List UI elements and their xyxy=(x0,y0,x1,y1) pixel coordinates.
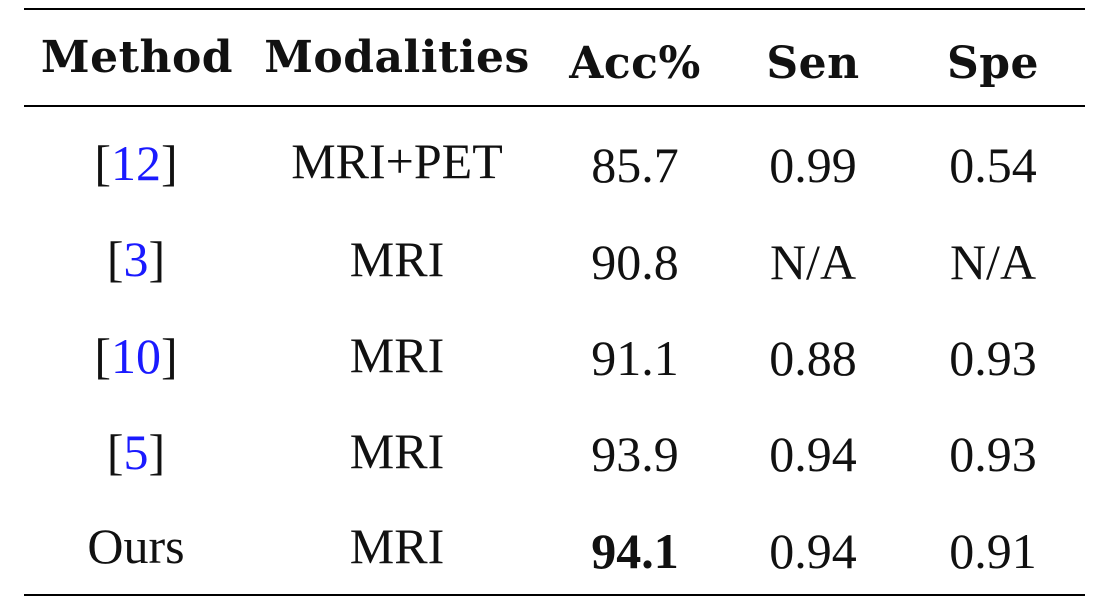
ref-bracket-open: [ xyxy=(106,231,124,287)
header-method: Method xyxy=(40,32,234,83)
table-row-4-sen: 0.94 xyxy=(769,426,857,482)
ref-bracket-close: ] xyxy=(161,328,178,384)
reference-link-12[interactable]: 12 xyxy=(111,135,161,191)
table-row-5-acc: 94.1 xyxy=(591,523,679,579)
table-row-1-method: [12] xyxy=(94,138,177,188)
reference-link-5[interactable]: 5 xyxy=(123,424,149,480)
table-row-1-spe: 0.54 xyxy=(949,137,1037,193)
table-row-1-acc: 85.7 xyxy=(591,137,679,193)
table-row-4-spe: 0.93 xyxy=(949,426,1037,482)
table-row-1-modalities: MRI+PET xyxy=(291,133,503,189)
table-row-4-acc: 93.9 xyxy=(591,426,679,482)
results-table: Method Modalities Acc% Sen Spe [12] MRI+… xyxy=(24,8,1085,600)
ref-bracket-close: ] xyxy=(148,231,166,287)
table-row-2-sen: N/A xyxy=(769,234,857,290)
header-spe: Spe xyxy=(946,38,1040,89)
table-row-2-spe: N/A xyxy=(949,234,1037,290)
table-row-4-modalities: MRI xyxy=(349,423,445,479)
table-row-3-acc: 91.1 xyxy=(591,330,679,386)
table-row-5-sen: 0.94 xyxy=(769,523,857,579)
ref-bracket-open: [ xyxy=(94,135,111,191)
table-row-3-spe: 0.93 xyxy=(949,330,1037,386)
table-row-3-modalities: MRI xyxy=(349,327,445,383)
table-row-2-modalities: MRI xyxy=(349,231,445,287)
table-row-2-method: [3] xyxy=(107,234,165,284)
table-top-rule xyxy=(24,8,1085,10)
reference-link-10[interactable]: 10 xyxy=(111,328,161,384)
table-row-3-method: [10] xyxy=(94,331,177,381)
table-row-1-sen: 0.99 xyxy=(769,137,857,193)
ref-bracket-close: ] xyxy=(161,135,178,191)
table-row-2-acc: 90.8 xyxy=(591,234,679,290)
table-header-rule xyxy=(24,105,1085,107)
table-bottom-rule xyxy=(24,594,1085,596)
table-row-3-sen: 0.88 xyxy=(769,330,857,386)
table-row-5-spe: 0.91 xyxy=(949,523,1037,579)
table-row-5-method: Ours xyxy=(87,518,185,574)
table-row-4-method: [5] xyxy=(107,427,165,477)
ref-bracket-open: [ xyxy=(106,424,124,480)
header-modalities: Modalities xyxy=(264,32,530,83)
header-acc: Acc% xyxy=(569,38,701,89)
table-row-5-modalities: MRI xyxy=(349,518,445,574)
ref-bracket-open: [ xyxy=(94,328,111,384)
reference-link-3[interactable]: 3 xyxy=(123,231,149,287)
ref-bracket-close: ] xyxy=(148,424,166,480)
header-sen: Sen xyxy=(766,38,860,89)
